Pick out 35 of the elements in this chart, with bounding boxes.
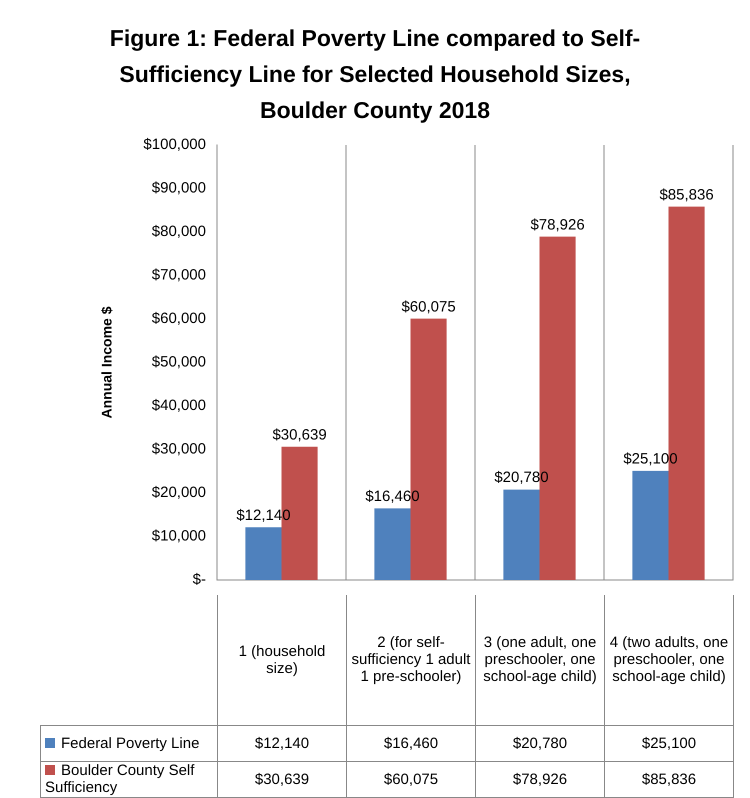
y-tick-label: $90,000	[152, 180, 206, 197]
y-tick-label: $-	[192, 571, 206, 588]
legend-label: Federal Poverty Line	[40, 725, 218, 761]
x-tick-label: 4 (two adults, one preschooler, one school-age child)	[604, 595, 734, 725]
y-tick-label: $40,000	[152, 397, 206, 414]
x-tick-label: 3 (one adult, one preschooler, one school-age child)	[476, 595, 604, 725]
y-tick-label: $30,000	[152, 440, 206, 458]
chart-title: Figure 1: Federal Poverty Line compared to Self-Sufficiency Line for Selected Household Sizes, Boulder County 2018	[108, 24, 642, 125]
x-tick-label: 1 (household size)	[218, 595, 346, 725]
bar	[632, 470, 668, 580]
data-label: $25,100	[604, 725, 734, 761]
y-tick-label: $50,000	[152, 354, 206, 371]
y-tick-label: $20,000	[152, 484, 206, 502]
text: $78,926	[530, 216, 585, 234]
data-label: $20,780	[476, 725, 604, 761]
y-tick-label: $80,000	[152, 223, 206, 240]
y-tick-label: $60,000	[152, 310, 206, 328]
bar	[245, 527, 282, 580]
y-tick-label: $10,000	[152, 528, 206, 545]
data-label: $30,639	[218, 761, 346, 797]
data-label: $78,926	[476, 761, 604, 797]
data-label: $16,460	[346, 725, 476, 761]
y-axis-title: Annual Income $	[98, 306, 114, 419]
y-tick-label: $70,000	[152, 266, 206, 284]
y-tick-label: $100,000	[143, 136, 206, 154]
data-label: $85,836	[604, 761, 734, 797]
bar	[503, 490, 540, 580]
text: $60,075	[401, 298, 456, 316]
text: $30,639	[272, 426, 327, 444]
x-tick-label: 2 (for self-sufficiency 1 adult 1 pre-schooler)	[346, 595, 476, 725]
legend-label: Boulder County Self Sufficiency	[40, 761, 218, 797]
bar	[374, 508, 410, 580]
data-label: $12,140	[218, 725, 346, 761]
text: $85,836	[659, 186, 714, 204]
data-label: $60,075	[346, 761, 476, 797]
